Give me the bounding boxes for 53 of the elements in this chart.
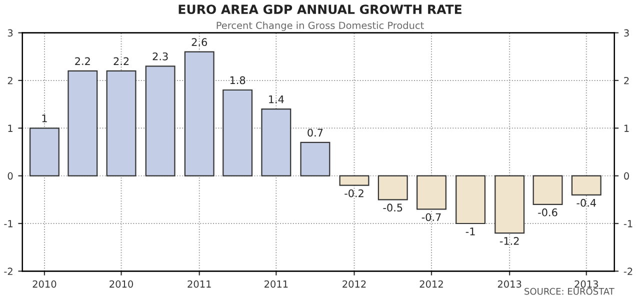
bar: [261, 108, 292, 176]
x-tick-label: 2011: [264, 280, 288, 288]
x-tick-label: 2010: [32, 280, 56, 288]
source-note: SOURCE: EUROSTAT: [524, 288, 614, 295]
data-label: -0.2: [344, 189, 364, 198]
y2-tick-label: -2: [624, 268, 632, 275]
data-label: 1.8: [230, 76, 246, 84]
data-label: -0.6: [538, 208, 558, 216]
data-label: 2.2: [75, 57, 90, 65]
y2-tick-label: -1: [624, 220, 632, 228]
bar: [106, 70, 136, 176]
bar: [456, 175, 486, 224]
chart-title: EURO AREA GDP ANNUAL GROWTH RATE: [178, 4, 462, 14]
y2-tick-label: 3: [624, 29, 629, 37]
x-tick-label: 2010: [110, 280, 134, 288]
x-tick-label: 2011: [188, 280, 211, 288]
data-label: 2.6: [192, 38, 207, 46]
bar: [494, 175, 525, 234]
data-label: 1: [42, 114, 47, 122]
data-label: 2.2: [114, 57, 129, 65]
data-label: -0.7: [422, 213, 441, 222]
data-label: -0.5: [383, 204, 402, 212]
bar: [145, 66, 176, 176]
data-label: -1.2: [500, 237, 519, 245]
x-tick-label: 2013: [498, 280, 522, 288]
bar: [222, 89, 253, 176]
y-tick-label: -1: [4, 220, 12, 228]
bar: [378, 175, 408, 200]
y-tick-label: -2: [4, 268, 12, 275]
bar: [416, 175, 446, 210]
y-tick-label: 1: [8, 124, 12, 132]
data-label: 0.7: [308, 128, 323, 137]
y-tick-label: 0: [8, 172, 13, 180]
bar: [29, 128, 60, 176]
bar: [68, 70, 98, 176]
data-label: -0.4: [576, 198, 596, 207]
y2-tick-label: 2: [624, 76, 629, 84]
bar: [571, 175, 602, 196]
y-tick-label: 2: [8, 76, 12, 84]
bar: [339, 175, 370, 186]
x-tick-label: 2012: [342, 280, 366, 288]
bar: [532, 175, 563, 205]
x-tick-label: 2013: [574, 280, 598, 288]
y2-tick-label: 1: [624, 124, 629, 132]
data-label: -1: [466, 228, 475, 236]
y-tick-label: 3: [8, 29, 13, 37]
data-label: 1.4: [269, 95, 284, 104]
bar: [184, 51, 214, 176]
bar: [300, 142, 330, 176]
x-tick-label: 2012: [420, 280, 443, 288]
data-label: 2.3: [152, 52, 168, 60]
y2-tick-label: 0: [624, 172, 629, 180]
chart-subtitle: Percent Change in Gross Domestic Product: [216, 22, 424, 31]
